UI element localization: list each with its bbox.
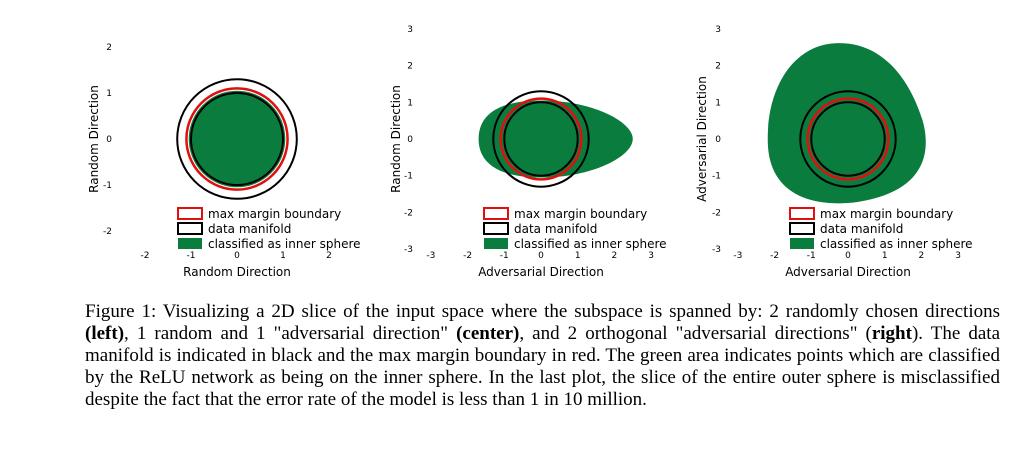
outer-sphere-circle-1 bbox=[176, 78, 298, 200]
y-tick-label: 0 bbox=[106, 135, 112, 145]
legend-swatch-manifold bbox=[789, 222, 815, 235]
y-axis-label: Random Direction bbox=[389, 85, 403, 193]
legend-swatch-max-margin bbox=[483, 207, 509, 220]
x-axis-label: Adversarial Direction bbox=[478, 265, 604, 279]
data-manifold-circle-3 bbox=[810, 101, 886, 177]
max-margin-circle-1 bbox=[185, 87, 289, 191]
y-tick-label: 0 bbox=[407, 135, 413, 145]
x-tick-label: -1 bbox=[807, 251, 816, 261]
x-tick-label: 1 bbox=[882, 251, 888, 261]
x-tick-label: -1 bbox=[500, 251, 509, 261]
x-tick-label: 0 bbox=[845, 251, 851, 261]
y-tick-label: 2 bbox=[106, 43, 112, 53]
y-tick-label: 2 bbox=[715, 62, 721, 72]
y-axis-label: Adversarial Direction bbox=[695, 76, 709, 202]
x-axis-label: Random Direction bbox=[183, 265, 291, 279]
x-tick-label: -2 bbox=[463, 251, 472, 261]
x-tick-label: 0 bbox=[538, 251, 544, 261]
y-tick-label: 1 bbox=[715, 98, 721, 108]
y-tick-label: -2 bbox=[712, 208, 721, 218]
legend-swatch-max-margin bbox=[177, 207, 203, 220]
data-manifold-circle-1 bbox=[190, 92, 284, 186]
caption-bold-left: (left) bbox=[85, 323, 125, 344]
legend-swatch-max-margin bbox=[789, 207, 815, 220]
legend-swatch-manifold bbox=[177, 222, 203, 235]
y-tick-label: 3 bbox=[407, 25, 413, 35]
x-tick-label: -1 bbox=[187, 251, 196, 261]
max-margin-circle-3 bbox=[806, 97, 890, 181]
y-tick-label: -2 bbox=[404, 208, 413, 218]
inner-region-2 bbox=[478, 100, 633, 178]
legend-swatch-manifold bbox=[483, 222, 509, 235]
x-tick-label: 0 bbox=[234, 251, 240, 261]
x-tick-label: 2 bbox=[612, 251, 618, 261]
y-tick-label: -2 bbox=[103, 227, 112, 237]
legend-swatch-classified bbox=[178, 238, 202, 249]
figure-caption: Figure 1: Visualizing a 2D slice of the … bbox=[85, 301, 1000, 411]
legend-label-max-margin: max margin boundary bbox=[208, 207, 341, 221]
figure-plots: -2 -1 0 1 2 2 1 0 -1 -2 Random Direction Random Dir… bbox=[87, 25, 973, 279]
y-tick-label: 1 bbox=[407, 98, 413, 108]
x-tick-label: 3 bbox=[955, 251, 961, 261]
y-tick-label: -1 bbox=[103, 181, 112, 191]
legend-label-manifold: data manifold bbox=[208, 222, 291, 236]
x-tick-label: 1 bbox=[575, 251, 581, 261]
x-tick-label: -2 bbox=[141, 251, 150, 261]
legend-label-max-margin: max margin boundary bbox=[514, 207, 647, 221]
legend-label-manifold: data manifold bbox=[514, 222, 597, 236]
max-margin-circle-2 bbox=[499, 97, 583, 181]
legend-label-classified: classified as inner sphere bbox=[208, 237, 361, 251]
caption-bold-right: right bbox=[871, 323, 912, 344]
x-axis-label: Adversarial Direction bbox=[785, 265, 911, 279]
legend-label-classified: classified as inner sphere bbox=[820, 237, 973, 251]
y-tick-label: 0 bbox=[715, 135, 721, 145]
legend-swatch-classified bbox=[790, 238, 814, 249]
outer-sphere-circle-2 bbox=[492, 90, 590, 188]
y-tick-label: -3 bbox=[404, 245, 413, 255]
y-tick-label: 1 bbox=[106, 89, 112, 99]
legend-label-classified: classified as inner sphere bbox=[514, 237, 667, 251]
y-tick-label: -1 bbox=[404, 172, 413, 182]
caption-text-3: , and 2 orthogonal "adversarial directio… bbox=[519, 323, 872, 344]
y-tick-label: -1 bbox=[712, 172, 721, 182]
caption-text-4: ). The data manifold is indicated in bla… bbox=[85, 323, 1000, 410]
caption-text-2: , 1 random and 1 "adversarial direction" bbox=[124, 323, 457, 344]
x-tick-label: 1 bbox=[280, 251, 286, 261]
y-tick-label: 3 bbox=[715, 25, 721, 35]
y-tick-label: -3 bbox=[712, 245, 721, 255]
x-tick-label: 3 bbox=[648, 251, 654, 261]
legend-label-max-margin: max margin boundary bbox=[820, 207, 953, 221]
x-tick-label: -2 bbox=[770, 251, 779, 261]
inner-region-1 bbox=[188, 90, 286, 188]
figure: -2 -1 0 1 2 2 1 0 -1 -2 Random Direction Random Dir… bbox=[87, 25, 973, 279]
x-tick-label: 2 bbox=[919, 251, 925, 261]
y-tick-label: 2 bbox=[407, 62, 413, 72]
x-tick-label: -3 bbox=[733, 251, 742, 261]
data-manifold-circle-2 bbox=[503, 101, 579, 177]
caption-bold-center: (center) bbox=[456, 323, 520, 344]
legend-swatch-classified bbox=[484, 238, 508, 249]
outer-sphere-circle-3 bbox=[799, 90, 897, 188]
x-tick-label: -3 bbox=[426, 251, 435, 261]
caption-text-1: Figure 1: Visualizing a 2D slice of the … bbox=[85, 301, 1000, 322]
legend-label-manifold: data manifold bbox=[820, 222, 903, 236]
y-axis-label: Random Direction bbox=[87, 85, 101, 193]
x-tick-label: 2 bbox=[326, 251, 332, 261]
